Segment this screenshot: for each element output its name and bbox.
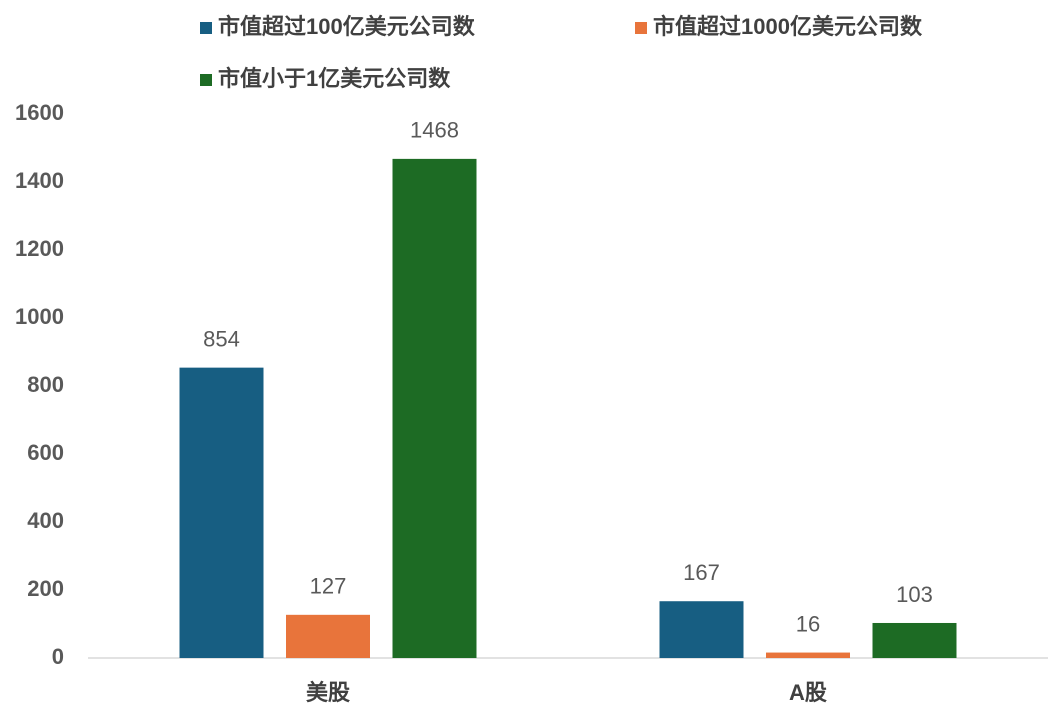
y-tick-label: 0 — [52, 644, 64, 669]
y-tick-label: 600 — [27, 440, 64, 465]
legend-swatch — [200, 22, 212, 34]
legend-label: 市值超过100亿美元公司数 — [218, 14, 476, 39]
bar — [659, 601, 744, 658]
y-tick-label: 1200 — [15, 236, 64, 261]
bar — [286, 614, 370, 658]
y-tick-label: 200 — [27, 576, 64, 601]
data-label: 854 — [203, 326, 240, 351]
data-label: 103 — [896, 582, 933, 607]
bar — [766, 652, 850, 658]
bar — [392, 158, 477, 658]
bar — [872, 622, 957, 658]
legend-swatch — [200, 74, 212, 86]
x-tick-label: 美股 — [306, 680, 350, 705]
legend-swatch — [635, 22, 647, 34]
data-label: 1468 — [410, 118, 459, 143]
data-label: 127 — [310, 574, 347, 599]
data-label: 167 — [683, 560, 720, 585]
data-label: 16 — [796, 611, 820, 636]
y-tick-label: 1400 — [15, 168, 64, 193]
y-tick-label: 400 — [27, 508, 64, 533]
legend-label: 市值超过1000亿美元公司数 — [653, 14, 923, 39]
y-tick-label: 800 — [27, 372, 64, 397]
x-tick-label: A股 — [789, 680, 827, 705]
bar — [179, 367, 264, 658]
y-tick-label: 1000 — [15, 304, 64, 329]
legend-label: 市值小于1亿美元公司数 — [218, 66, 451, 91]
y-tick-label: 1600 — [15, 100, 64, 125]
